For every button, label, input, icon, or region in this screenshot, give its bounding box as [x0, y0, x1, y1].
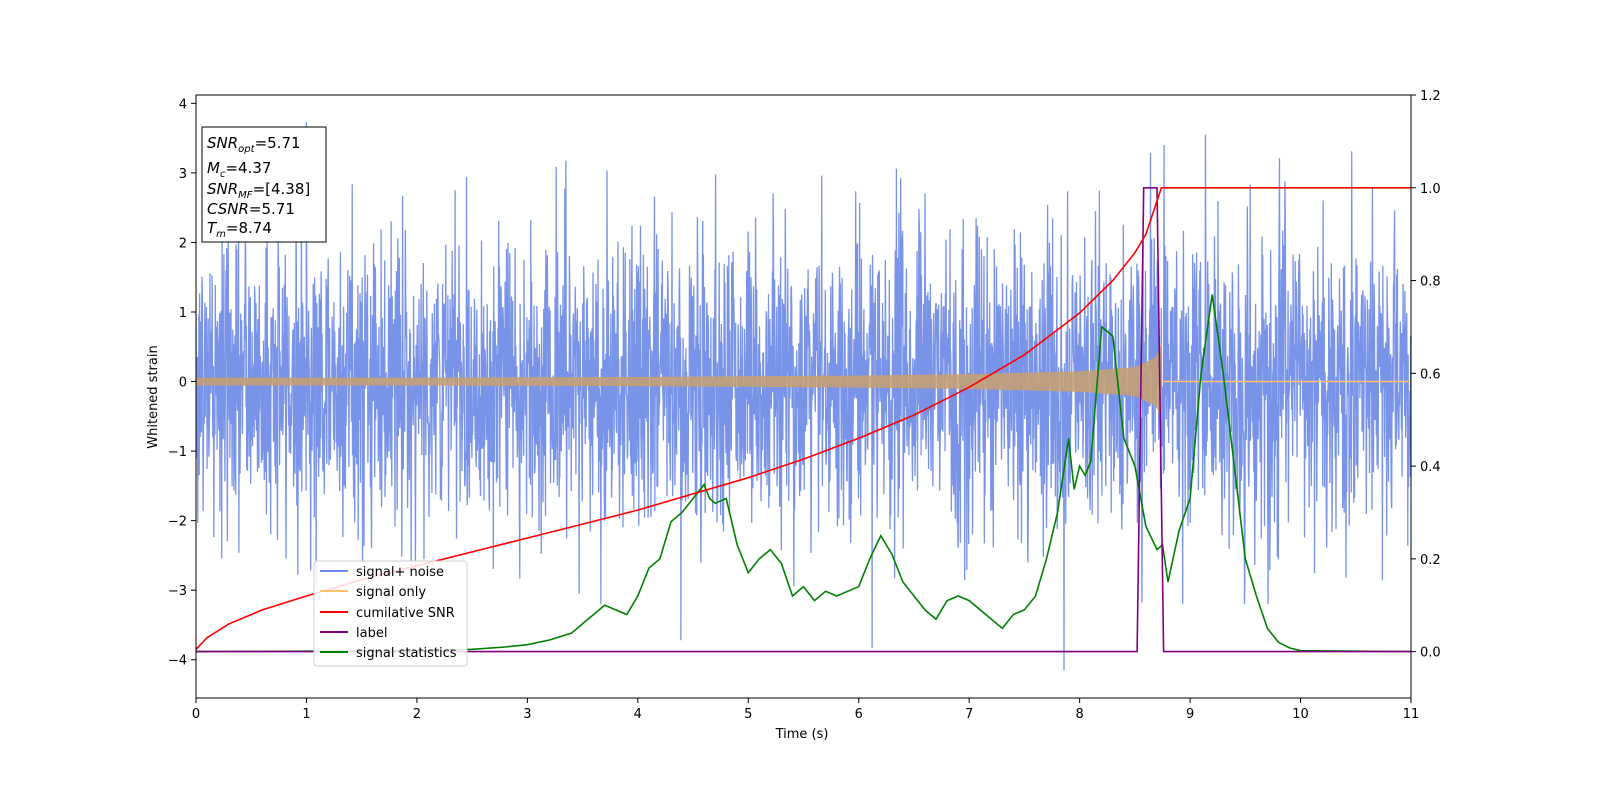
cumilative-snr-line: [196, 187, 1411, 650]
y2-tick-label: 1.0: [1420, 182, 1441, 197]
y-tick-label: 3: [179, 167, 187, 182]
y-axis-label: Whitened strain: [146, 345, 161, 448]
x-axis-ticks: 0 1 2 3 4 5 6 7 8 9 10 11: [192, 698, 1419, 722]
y-tick-label: 1: [179, 306, 187, 321]
legend-item-signal-noise: signal+ noise: [320, 565, 444, 580]
plot-frame: [195, 94, 1412, 699]
info-mc: Mc=4.37: [207, 159, 271, 180]
legend-label: signal statistics: [356, 646, 457, 661]
y2-tick-label: 1.2: [1420, 89, 1441, 104]
y-tick-label: −1: [168, 445, 187, 460]
info-tm: Tm=8.74: [207, 219, 272, 240]
legend-label: cumilative SNR: [356, 606, 455, 621]
x-tick-label: 10: [1292, 707, 1309, 722]
x-tick-label: 2: [413, 707, 421, 722]
x-tick-label: 7: [965, 707, 973, 722]
y-tick-label: −4: [168, 654, 187, 669]
signal-plus-noise-series: [196, 122, 1411, 671]
y2-axis-ticks: 0.0 0.2 0.4 0.6 0.8 1.0 1.2: [1411, 89, 1441, 661]
x-tick-label: 6: [855, 707, 863, 722]
legend-item-label: label: [320, 626, 387, 641]
y-tick-label: 2: [179, 236, 187, 251]
legend: signal+ noise signal only cumilative SNR…: [313, 560, 468, 667]
y-tick-label: 4: [179, 97, 187, 112]
signal-statistics-line: [196, 294, 1411, 653]
legend-label: signal+ noise: [356, 565, 444, 580]
right-axis-series: [196, 187, 1411, 653]
info-box: SNRopt=5.71 Mc=4.37 SNRMF=[4.38] CSNR=5.…: [201, 126, 327, 243]
legend-label: signal only: [356, 585, 426, 600]
y2-tick-label: 0.8: [1420, 275, 1441, 290]
info-csnr: CSNR=5.71: [207, 200, 295, 218]
y-tick-label: −2: [168, 515, 187, 530]
y-axis-ticks: −4 −3 −2 −1 0 1 2 3 4: [168, 97, 196, 669]
legend-item-cumulative-snr: cumilative SNR: [320, 606, 455, 621]
x-tick-label: 1: [302, 707, 310, 722]
y2-tick-label: 0.2: [1420, 553, 1441, 568]
x-tick-label: 5: [744, 707, 752, 722]
info-snr-mf: SNRMF=[4.38]: [207, 180, 310, 201]
y-tick-label: −3: [168, 584, 187, 599]
x-tick-label: 3: [523, 707, 531, 722]
y2-tick-label: 0.0: [1420, 646, 1441, 661]
signal-only-envelope: [196, 343, 1162, 420]
y2-tick-label: 0.4: [1420, 460, 1441, 475]
label-line: [196, 187, 1411, 653]
legend-label: label: [356, 626, 387, 641]
info-snr-opt: SNRopt=5.71: [207, 134, 301, 155]
x-tick-label: 11: [1403, 707, 1420, 722]
x-axis-label: Time (s): [775, 727, 829, 742]
y2-tick-label: 0.6: [1420, 367, 1441, 382]
x-tick-label: 0: [192, 707, 200, 722]
legend-item-signal-statistics: signal statistics: [320, 646, 457, 661]
legend-item-signal-only: signal only: [320, 585, 426, 600]
x-tick-label: 8: [1075, 707, 1083, 722]
x-tick-label: 9: [1186, 707, 1194, 722]
y-tick-label: 0: [179, 376, 187, 391]
signal-only-series: [196, 343, 1411, 420]
x-tick-label: 4: [634, 707, 642, 722]
signal-plus-noise-line: [196, 122, 1411, 671]
